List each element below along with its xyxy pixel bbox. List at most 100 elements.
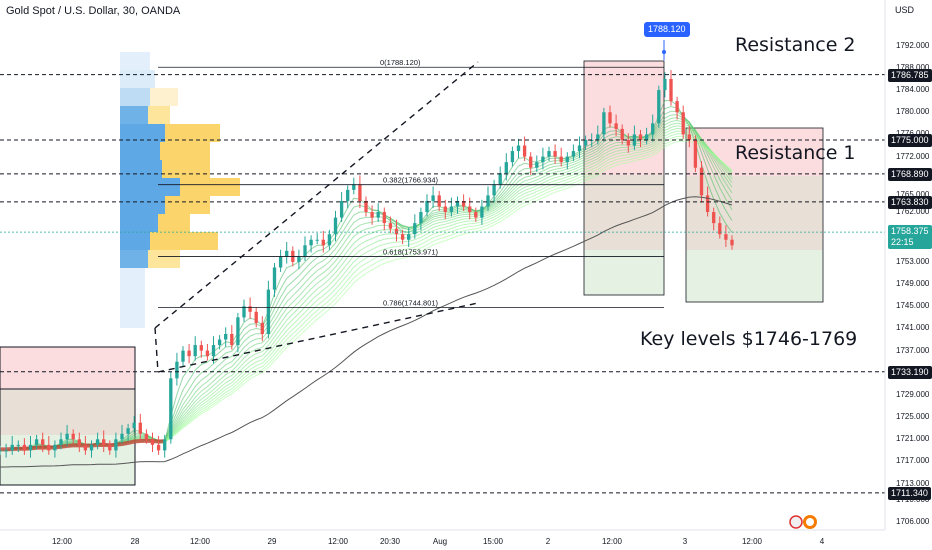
candle-body [315,239,319,241]
candle-body [455,200,460,207]
candle-body [169,378,173,440]
candle-body [492,184,496,196]
candle-body [699,167,704,196]
candle-body [718,223,722,235]
candle-body [95,439,100,445]
price-tick: 1749.000 [896,279,930,289]
candle-body [663,78,667,91]
volume-profile [120,52,240,328]
candle-body [41,439,45,445]
candle-body [657,90,661,124]
current-price-value: 1758.375 [891,226,929,237]
mid-mid-box [584,175,664,250]
candle-body [254,311,258,323]
candle-body [419,212,423,224]
candle-body [120,433,124,440]
candle-body [272,267,277,290]
candle-body [400,234,405,240]
price-tick: 1729.000 [896,389,930,399]
candle-body [309,239,313,246]
candle-body [175,361,179,379]
candle-body [181,350,185,362]
price-tick: 1788.000 [896,62,930,72]
time-tick: 12:00 [601,537,623,546]
candle-body [126,428,130,434]
candle-body [620,128,624,140]
candle-body [675,101,679,113]
candle-body [559,156,563,163]
time-tick: 2 [545,537,551,546]
candle-body [565,156,569,163]
price-tick: 1762.000 [896,207,930,217]
level-price-tag: 1733.190 [888,365,932,379]
candle-body [681,112,685,135]
level-price-tag: 1711.340 [888,486,931,500]
candle-body [571,151,576,157]
candle-body [163,439,167,451]
chart-title: Gold Spot / U.S. Dollar, 30, OANDA [6,5,181,17]
flag-icons [789,515,817,529]
candle-body [602,112,606,135]
candle-body [644,134,649,140]
time-tick: 12:00 [741,537,763,546]
candle-body [352,184,356,190]
candle-body [626,139,630,146]
us-flag-icon [789,515,803,529]
fib-label: 0(1788.120) [380,58,421,67]
candle-body [132,422,136,429]
candle-body [443,206,447,213]
high-price-tag: 1788.120 [644,22,690,37]
candle-body [333,217,338,235]
candle-body [205,350,210,357]
price-tick: 1717.000 [896,456,930,466]
candle-body [236,317,240,346]
fib-retracement: 0(1788.120) 0.382(1766.934) 0.618(1753.971… [158,40,666,308]
candle-body [297,256,301,262]
candle-body [65,433,69,440]
fib-label: 0.786(1744.801) [383,298,439,307]
candle-body [144,433,149,440]
time-tick: 3 [682,537,688,546]
candle-body [480,206,484,218]
candle-body [303,245,307,257]
candle-body [632,134,637,146]
candle-body [474,212,478,218]
high-marker-dot [662,50,666,54]
candle-body [370,212,374,218]
candle-body [0,450,2,452]
time-tick: 20:30 [379,537,401,546]
candle-body [193,345,197,357]
price-tick: 1780.000 [896,107,930,117]
candle-body [724,234,728,240]
candle-body [547,151,551,157]
candle-body [407,234,411,240]
candle-body [687,134,691,140]
level-price-tag: 1775.000 [888,133,932,147]
candle-body [669,78,673,102]
right-support-box [686,250,823,302]
price-tick: 1706.000 [896,517,930,527]
candle-body [156,444,161,451]
candle-body [693,139,698,168]
candle-body [468,206,472,213]
candle-body [425,200,429,213]
candle-body [34,439,39,445]
time-tick: 28 [130,537,140,546]
price-tick: 1725.000 [896,412,930,422]
candle-body [242,306,246,318]
time-tick: 12:00 [51,537,73,546]
candle-body [230,333,234,346]
candle-body [461,200,466,207]
price-tick: 1772.000 [896,151,930,161]
candle-body [47,444,51,451]
time-tick: 15:00 [482,537,504,546]
price-tick: 1737.000 [896,345,930,355]
candle-body [705,195,710,213]
price-tick: 1792.000 [896,40,930,50]
price-tick: 1745.000 [896,301,930,311]
candle-body [583,139,588,146]
candle-body [504,162,508,174]
candle-body [248,306,252,312]
mid-support-box [584,250,664,295]
